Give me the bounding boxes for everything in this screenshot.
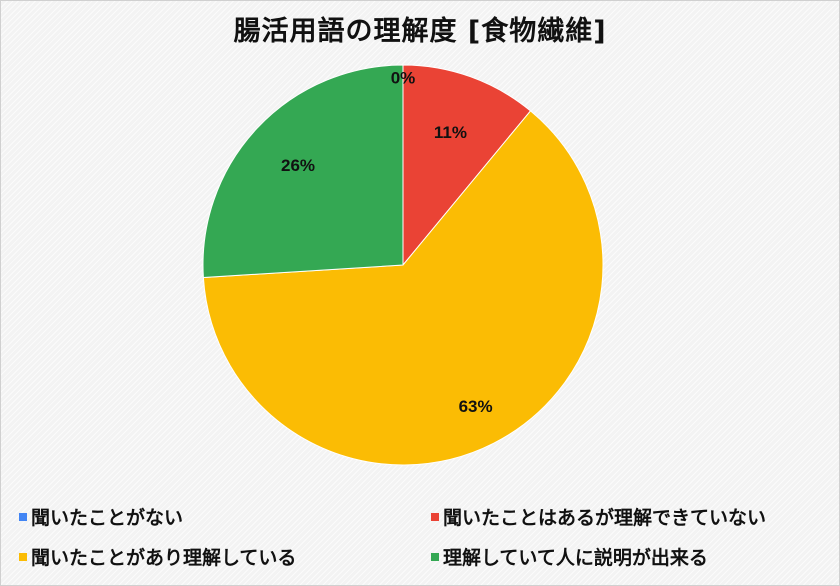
pie-slice-can-explain[interactable] — [202, 64, 404, 279]
legend: 聞いたことがない 聞いたことはあるが理解できていない 聞いたことがあり理解してい… — [1, 501, 839, 585]
pie-slice-heard-not-understood[interactable] — [402, 64, 532, 267]
legend-item-never-heard[interactable]: 聞いたことがない — [19, 503, 183, 533]
legend-item-can-explain[interactable]: 理解していて人に説明が出来る — [431, 543, 708, 573]
pie-slice-heard-understood[interactable] — [202, 110, 604, 466]
pie-data-label: 63% — [459, 397, 493, 416]
pie-slices — [202, 64, 604, 466]
legend-item-heard-not-understood[interactable]: 聞いたことはあるが理解できていない — [431, 503, 766, 533]
legend-label: 聞いたことはあるが理解できていない — [443, 507, 767, 529]
pie-data-label: 26% — [281, 156, 315, 175]
legend-label: 理解していて人に説明が出来る — [443, 547, 708, 569]
legend-label: 聞いたことがあり理解している — [31, 547, 297, 569]
pie-data-label: 0% — [391, 68, 416, 87]
legend-swatch-green — [431, 552, 439, 561]
pie-chart: 0% 11% 63% 26% — [202, 64, 604, 466]
legend-swatch-yellow — [19, 552, 27, 561]
chart-title: 腸活用語の理解度 [食物繊維] — [233, 16, 607, 47]
legend-swatch-red — [431, 512, 439, 521]
pie-data-label: 11% — [434, 123, 467, 142]
legend-swatch-blue — [19, 512, 27, 521]
legend-item-heard-understood[interactable]: 聞いたことがあり理解している — [19, 543, 296, 573]
pie-data-labels: 0% 11% 63% 26% — [281, 68, 493, 416]
legend-label: 聞いたことがない — [31, 507, 184, 529]
